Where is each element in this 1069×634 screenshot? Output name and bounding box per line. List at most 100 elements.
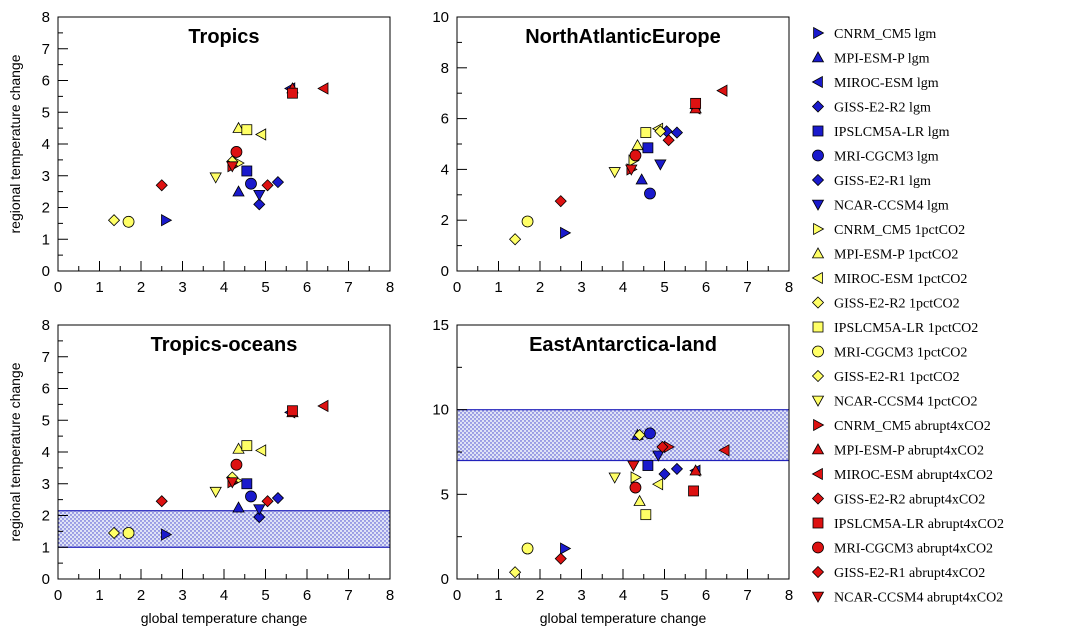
ticks: 0 1 2 3 4 5 6 7 8 0 1 2 3 4 5 6 7 8 <box>42 317 395 604</box>
legend-label: GISS-E2-R2 1pctCO2 <box>834 297 960 312</box>
panel-north-atlantic-europe: 0 1 2 3 4 5 6 7 8 0 2 4 6 8 10 NorthAtlanticEurope <box>432 9 793 296</box>
point-triangle-up <box>232 121 245 133</box>
legend-label: IPSLCM5A-LR lgm <box>834 125 950 140</box>
point-triangle-right <box>161 214 173 227</box>
point-triangle-down <box>654 159 667 171</box>
point-triangle-left <box>718 444 730 457</box>
x-axis-label: global temperature change <box>141 610 308 626</box>
point-circle <box>644 427 656 440</box>
legend-marker-triangle-left <box>811 467 823 481</box>
point-triangle-down <box>209 172 222 184</box>
panel-title: EastAntarctica-land <box>529 334 717 356</box>
point-square <box>241 124 253 136</box>
point-triangle-down <box>625 164 638 176</box>
panel-title: Tropics-oceans <box>151 334 298 356</box>
point-triangle-up <box>633 494 646 506</box>
legend-label: NCAR-CCSM4 lgm <box>834 199 949 214</box>
x-tick-label: 4 <box>619 279 627 296</box>
x-tick-label: 6 <box>702 587 710 604</box>
legend-marker-triangle-right <box>813 418 825 432</box>
point-triangle-left <box>317 399 329 413</box>
plot-frame <box>456 16 790 272</box>
y-tick-label: 0 <box>441 263 449 280</box>
point-diamond <box>670 462 684 475</box>
point-circle <box>230 458 243 471</box>
legend-marker-triangle-up <box>811 51 825 63</box>
y-axis-label: regional temperature change <box>7 362 23 541</box>
legend-marker-square <box>812 321 824 333</box>
panel-title: NorthAtlanticEurope <box>525 26 721 48</box>
panel-tropics-oceans: 0 1 2 3 4 5 6 7 8 0 1 2 3 4 5 6 7 8 Tropics-oceans global… <box>7 317 394 626</box>
y-tick-label: 5 <box>42 412 50 429</box>
legend-label: MIROC-ESM 1pctCO2 <box>834 272 967 287</box>
y-tick-label: 3 <box>42 168 50 185</box>
point-diamond <box>670 126 684 139</box>
point-circle <box>629 149 642 162</box>
ticks: 0 1 2 3 4 5 6 7 8 0 5 10 15 <box>432 317 793 604</box>
y-tick-label: 4 <box>441 161 449 178</box>
x-tick-label: 0 <box>453 587 461 604</box>
x-tick-label: 0 <box>54 279 62 296</box>
point-square <box>690 97 702 109</box>
y-tick-label: 6 <box>441 111 449 128</box>
y-tick-label: 0 <box>441 571 449 588</box>
point-circle <box>245 177 257 190</box>
point-diamond <box>253 198 266 211</box>
y-tick-label: 7 <box>42 349 50 366</box>
point-triangle-down <box>608 472 621 484</box>
point-diamond <box>509 233 522 246</box>
x-tick-label: 6 <box>702 279 710 296</box>
point-triangle-left <box>255 128 267 141</box>
point-diamond <box>662 134 675 147</box>
point-circle <box>245 490 257 503</box>
point-diamond <box>155 495 168 508</box>
point-square <box>241 440 253 452</box>
y-tick-label: 6 <box>42 73 50 90</box>
point-square <box>287 405 298 417</box>
x-tick-label: 3 <box>577 587 585 604</box>
point-triangle-up <box>232 442 245 454</box>
x-tick-label: 5 <box>261 279 269 296</box>
point-diamond <box>554 195 567 208</box>
point-triangle-right <box>560 226 572 240</box>
point-triangle-down <box>652 450 665 462</box>
point-triangle-up <box>631 138 644 151</box>
legend-label: IPSLCM5A-LR 1pctCO2 <box>834 321 978 336</box>
legend-label: NCAR-CCSM4 1pctCO2 <box>834 395 978 410</box>
legend: CNRM_CM5 lgm MPI-ESM-P lgm MIROC-ESM lgm GI… <box>811 26 1004 606</box>
y-tick-label: 10 <box>432 9 449 26</box>
scatter-points <box>107 399 329 541</box>
shaded-band <box>58 510 390 548</box>
point-triangle-left <box>716 84 728 97</box>
legend-marker-triangle-left <box>811 271 823 285</box>
point-diamond <box>658 467 671 481</box>
point-circle <box>644 187 656 200</box>
legend-marker-triangle-right <box>813 222 825 236</box>
point-triangle-right <box>560 542 572 555</box>
x-tick-label: 2 <box>536 587 544 604</box>
legend-marker-triangle-up <box>811 247 825 259</box>
point-triangle-left <box>317 82 329 95</box>
legend-label: CNRM_CM5 1pctCO2 <box>834 223 965 238</box>
point-square <box>642 142 654 154</box>
y-tick-label: 2 <box>441 212 449 229</box>
point-triangle-up <box>232 501 245 513</box>
legend-marker-diamond <box>811 565 825 579</box>
point-square <box>642 460 654 471</box>
x-tick-label: 2 <box>137 587 145 604</box>
legend-marker-triangle-down <box>811 199 825 211</box>
x-tick-label: 3 <box>178 279 186 296</box>
y-tick-label: 5 <box>441 486 449 503</box>
point-diamond <box>155 179 168 192</box>
x-tick-label: 2 <box>536 279 544 296</box>
point-diamond <box>509 566 522 579</box>
x-tick-label: 3 <box>577 279 585 296</box>
point-circle <box>230 146 243 158</box>
point-triangle-down <box>253 504 266 516</box>
legend-marker-triangle-right <box>813 26 825 40</box>
point-diamond <box>253 511 266 524</box>
legend-label: MPI-ESM-P abrupt4xCO2 <box>834 444 984 459</box>
x-tick-label: 4 <box>220 587 228 604</box>
legend-marker-diamond <box>811 296 825 309</box>
y-tick-label: 15 <box>432 317 449 334</box>
